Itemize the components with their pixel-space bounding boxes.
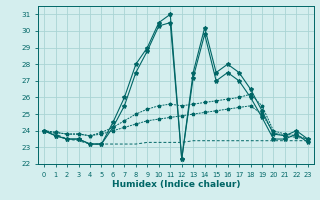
X-axis label: Humidex (Indice chaleur): Humidex (Indice chaleur) [112, 180, 240, 189]
